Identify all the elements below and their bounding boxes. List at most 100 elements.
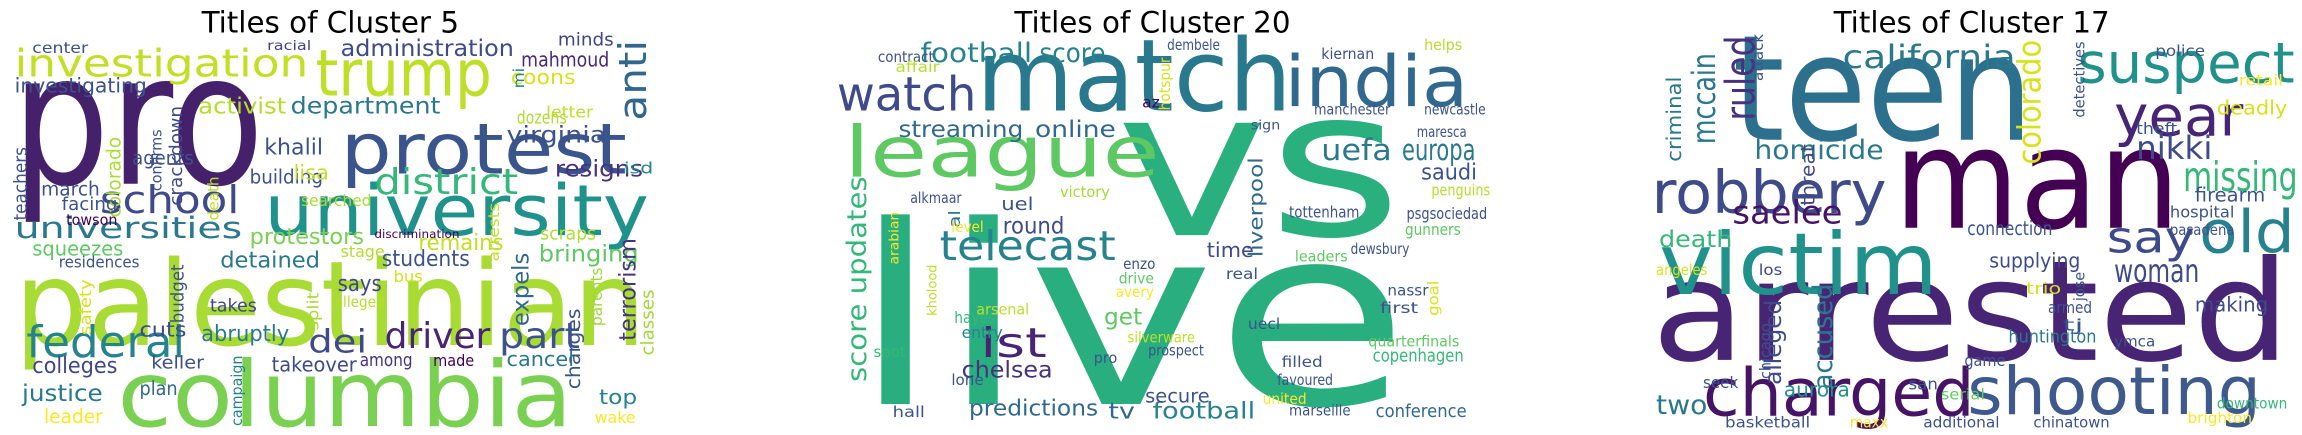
word-cloud-panel: Titles of Cluster 5propalestiniancolumbi… [11,6,658,435]
word: accused [1808,284,1839,390]
word: death [206,176,223,220]
word: prospect [1148,343,1204,360]
word: march [41,178,100,200]
word: bringing [539,240,639,268]
word: school [100,179,239,223]
word: towson [66,212,117,229]
word: mccain [1685,53,1723,144]
word: universities [15,211,243,245]
word: connection [1967,218,2052,240]
word: trump [316,37,492,112]
word: united [1263,391,1307,408]
word: leaders [1295,249,1348,266]
word: parents [587,267,606,326]
word: football [921,38,1033,69]
word: lone [951,372,983,389]
word: among [360,351,413,371]
word: resigns [555,154,643,182]
word: arrested [1652,231,2291,393]
word: cuts [139,317,186,341]
word: tottenham [1289,203,1359,222]
word: ymca [2114,334,2155,351]
word: predictions [969,397,1098,422]
word: residences [59,252,140,271]
word: goal [1426,281,1443,316]
word: al [945,210,964,228]
word-cloud-panel: Titles of Cluster 17teenmanarrestedvicti… [1652,4,2298,432]
word: los [1759,262,1782,279]
word: plan [139,378,177,400]
word: filled [1282,354,1323,371]
word: budget [169,264,189,323]
word: penguins [1431,180,1490,199]
word: online [1035,115,1116,143]
word: real [1226,266,1258,283]
word: activist [198,94,286,119]
word: streaming [898,115,1023,143]
word: charged [1703,355,1975,432]
word: chinatown [2033,414,2109,431]
word: uecl [1248,316,1280,333]
word: teachers [11,147,31,220]
word: say [2107,213,2195,264]
word: dembele [1167,37,1220,54]
panel-title: Titles of Cluster 17 [1833,6,2110,40]
word: az [1142,94,1160,111]
word: two [1656,390,1707,421]
word: agents [132,148,194,170]
word: get [1104,303,1142,331]
word: theft [2136,119,2177,138]
word: arabian [887,212,902,265]
word: administration [341,34,514,62]
word: year [2114,84,2243,149]
word: takeover [272,353,358,377]
word: aurora [1784,378,1850,402]
word: match [976,17,1292,134]
word: top [599,385,637,409]
word: leader [44,406,103,428]
word: minds [558,31,614,51]
word: game [1964,351,2005,370]
word: robbery [1652,158,1887,227]
word: spot [874,344,907,361]
word: stage [341,242,385,261]
word: retail [2239,72,2283,89]
word: newcastle [1424,102,1486,119]
word: justice [21,379,103,407]
word: mahmoud [521,47,609,71]
word: abruptly [201,322,289,347]
word: death [1659,225,1732,253]
word: alleged [335,294,385,311]
word: nassr [1387,282,1429,299]
word: woman [2114,252,2199,290]
word: first [1380,300,1418,317]
word: helps [1424,37,1462,54]
word: detained [220,248,320,273]
word: district [374,162,518,203]
word: saelee [1732,193,1842,231]
word: level [951,219,983,236]
word: trio [2026,279,2061,298]
word: dei [308,323,367,361]
word: building [250,167,323,189]
word: missing [2183,153,2298,201]
word: conference [1376,402,1467,422]
word: huntington [2008,327,2096,347]
word: letter [546,103,593,122]
word: entry [962,323,1004,342]
word: psgsociedad [1406,204,1487,223]
word: bus [393,267,422,286]
word: attack [1750,33,1767,80]
panel-title: Titles of Cluster 20 [1013,6,1290,40]
word: hospital [2170,203,2235,222]
word: chicago [1758,323,1775,379]
word: old [2199,198,2294,267]
word: confirms [148,129,165,191]
word: additional [1923,414,1999,431]
word: pasadena [2170,222,2235,239]
word: football [1152,397,1255,425]
word: says [338,272,382,297]
word: tv [1108,400,1134,425]
word: alkmaar [910,190,962,207]
